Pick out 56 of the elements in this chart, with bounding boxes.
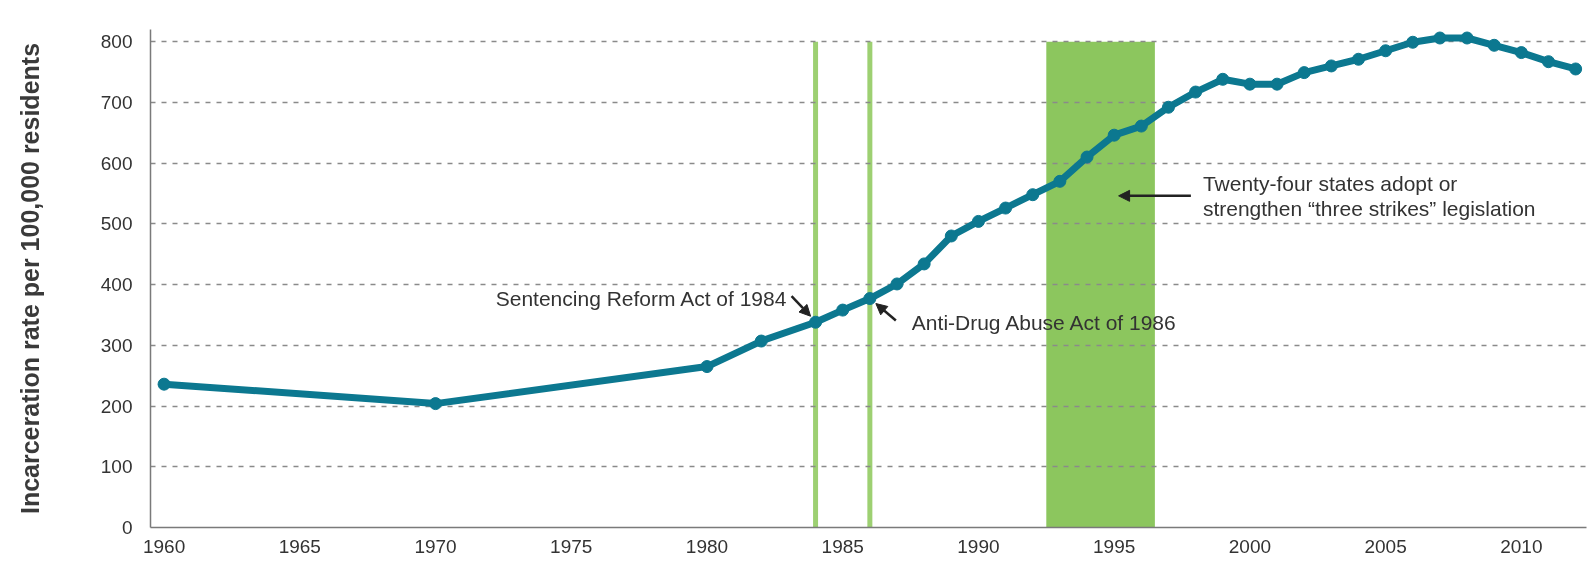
annotation: Sentencing Reform Act of 1984 [495,286,787,310]
x-tick-label: 2000 [1228,535,1272,557]
point [971,214,985,228]
y-tick-label: 800 [100,31,133,53]
x-tick-label: 2005 [1364,535,1407,557]
x-tick-label: 1995 [1093,535,1136,557]
point [700,360,714,374]
point [1053,174,1067,188]
point [429,397,443,411]
point [863,292,877,306]
point [1297,66,1311,80]
x-tick-label: 1965 [278,535,321,557]
point [1134,119,1148,133]
y-tick-label: 500 [100,213,133,235]
point [1107,128,1121,142]
point [1379,44,1393,58]
point [1433,31,1447,45]
point [157,377,171,391]
point [1460,31,1474,45]
point [1026,188,1040,202]
x-tick-label: 1990 [957,535,1000,557]
point [944,229,958,243]
y-axis-title: Incarceration rate per 100,000 residents [15,42,44,515]
point [1189,85,1203,99]
x-tick-label: 1975 [550,535,593,557]
x-tick-label: 2010 [1500,535,1543,557]
point [1324,59,1338,73]
point [1161,100,1175,114]
y-tick-label: 700 [100,91,133,113]
point [999,201,1013,215]
y-tick-label: 200 [100,395,133,417]
point [1270,77,1284,91]
x-tick-label: 1980 [685,535,729,557]
point [1569,62,1583,76]
x-tick-label: 1985 [821,535,864,557]
point [1542,55,1555,69]
point [1080,150,1094,164]
band-label: Twenty-four states adopt or strengthen “three strikes” legislation [1202,171,1536,220]
y-tick-label: 0 [121,517,133,538]
point [1487,38,1501,52]
point [1243,77,1257,91]
point [1406,35,1420,49]
point [1351,52,1365,66]
point [836,303,850,317]
y-tick-label: 300 [100,334,133,356]
x-tick-label: 1960 [142,535,186,557]
point [754,334,768,348]
point [890,277,904,291]
y-tick-label: 100 [100,456,133,478]
point [809,315,823,329]
y-tick-label: 600 [100,152,133,174]
y-tick-label: 400 [100,274,133,296]
x-tick-label: 1970 [414,535,457,557]
point [1216,72,1230,86]
point [1514,46,1528,60]
point [917,257,931,271]
